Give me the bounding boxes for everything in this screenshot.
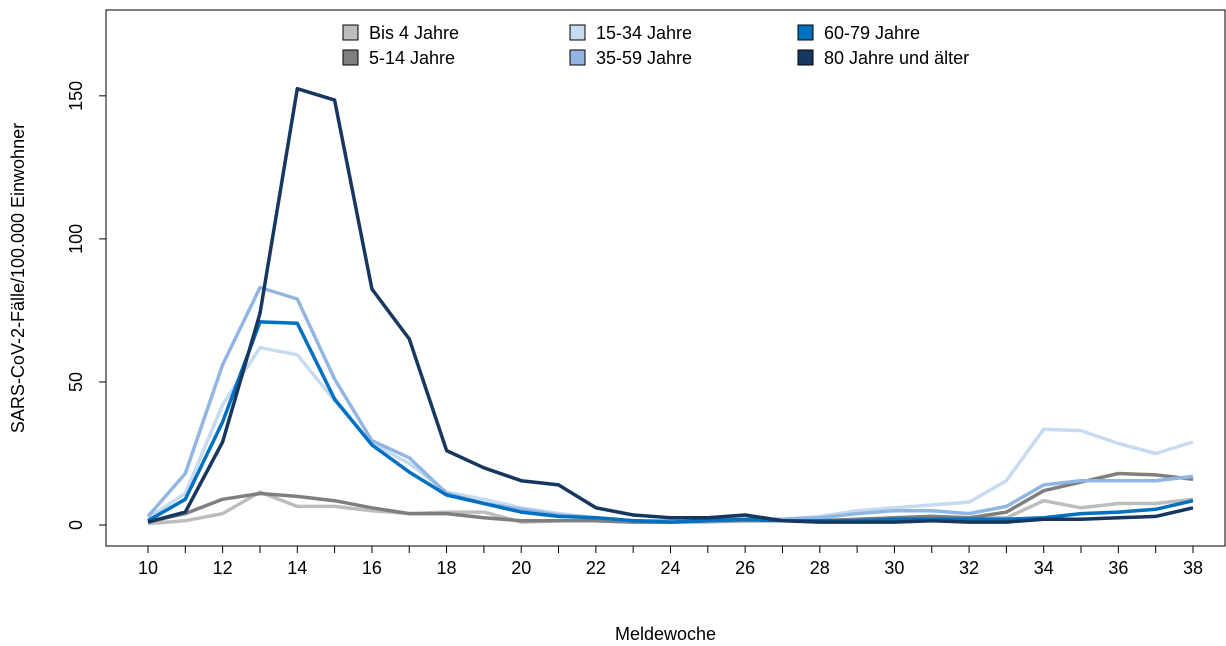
x-tick-label: 26: [735, 558, 755, 578]
x-tick-label: 36: [1108, 558, 1128, 578]
x-tick-label: 16: [362, 558, 382, 578]
y-tick-label: 150: [66, 81, 86, 111]
x-tick-label: 30: [884, 558, 904, 578]
legend-label: 35-59 Jahre: [596, 48, 692, 68]
legend-swatch: [569, 24, 586, 41]
legend-swatch: [342, 49, 359, 66]
series-lines: [146, 86, 1194, 526]
x-tick-label: 18: [437, 558, 457, 578]
legend-label: 15-34 Jahre: [596, 23, 692, 43]
series-line: [146, 285, 1194, 523]
series-line: [147, 471, 1194, 524]
x-tick-label: 20: [511, 558, 531, 578]
x-tick-label: 10: [138, 558, 158, 578]
axes: 10 12 14 16 18 20 22 24 26 28 30 32 34 36 38 0 50 100 150: [66, 81, 1203, 578]
plot-frame: [105, 9, 1226, 547]
legend-label: 80 Jahre und älter: [824, 48, 969, 68]
legend-label: 5-14 Jahre: [369, 48, 455, 68]
y-tick-label: 100: [66, 224, 86, 254]
legend: Bis 4 Jahre 5-14 Jahre 15-34 Jahre 35-59 Ja…: [342, 23, 969, 68]
legend-swatch: [797, 49, 814, 66]
legend-label: Bis 4 Jahre: [369, 23, 459, 43]
series-line: [147, 86, 1194, 524]
y-axis-label: SARS-CoV-2-Fälle/100.000 Einwohner: [8, 123, 28, 433]
legend-label: 60-79 Jahre: [824, 23, 920, 43]
x-tick-label: 22: [586, 558, 606, 578]
series-line: [147, 320, 1194, 524]
x-tick-label: 24: [660, 558, 680, 578]
x-tick-label: 32: [959, 558, 979, 578]
legend-swatch: [342, 24, 359, 41]
x-tick-label: 14: [287, 558, 307, 578]
y-tick-label: 50: [66, 372, 86, 392]
legend-swatch: [569, 49, 586, 66]
x-axis-label: Meldewoche: [615, 624, 716, 644]
legend-swatch: [797, 24, 814, 41]
x-tick-label: 38: [1183, 558, 1203, 578]
x-tick-label: 12: [213, 558, 233, 578]
y-tick-label: 0: [66, 520, 86, 530]
x-tick-label: 28: [810, 558, 830, 578]
x-tick-label: 34: [1034, 558, 1054, 578]
